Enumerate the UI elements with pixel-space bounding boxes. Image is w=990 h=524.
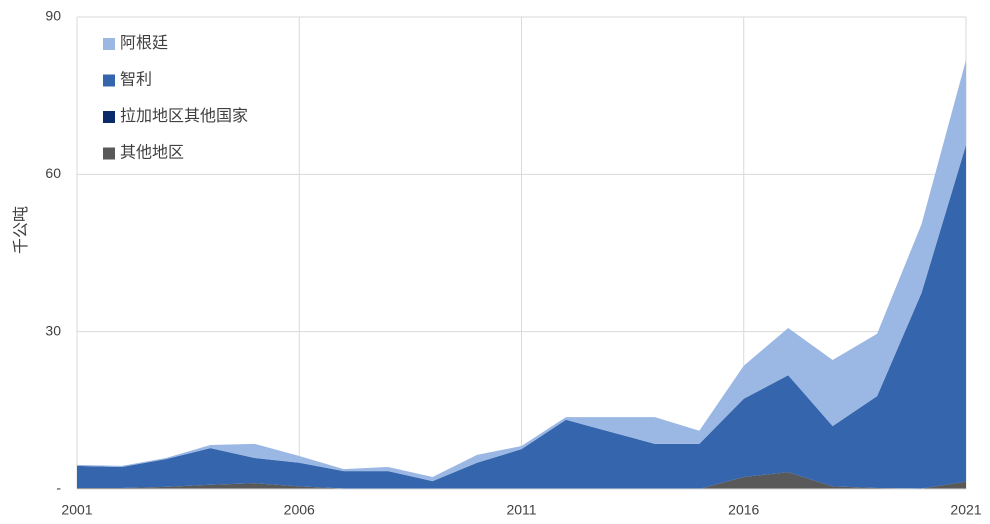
y-tick-label: 90 bbox=[45, 8, 61, 24]
legend-label: 阿根廷 bbox=[120, 34, 168, 52]
area bbox=[77, 472, 966, 489]
x-tick-label: 2016 bbox=[728, 502, 759, 518]
legend-label: 智利 bbox=[120, 71, 152, 89]
legend-label: 其他地区 bbox=[120, 144, 184, 162]
area bbox=[77, 60, 966, 482]
y-tick-label: 30 bbox=[45, 322, 61, 338]
legend-swatch bbox=[103, 38, 115, 50]
y-axis-label: 千公吨 bbox=[12, 206, 30, 254]
x-tick-label: 2001 bbox=[61, 502, 92, 518]
legend-swatch bbox=[103, 111, 115, 123]
y-tick-label: 60 bbox=[45, 165, 61, 181]
legend-swatch bbox=[103, 147, 115, 160]
x-tick-label: 2011 bbox=[506, 502, 536, 518]
x-tick-label: 2006 bbox=[284, 502, 315, 518]
legend-label: 拉加地区其他国家 bbox=[120, 107, 248, 125]
legend-swatch bbox=[103, 74, 115, 87]
y-tick-label: - bbox=[56, 480, 61, 496]
x-tick-label: 2021 bbox=[950, 502, 981, 518]
area bbox=[77, 144, 966, 489]
